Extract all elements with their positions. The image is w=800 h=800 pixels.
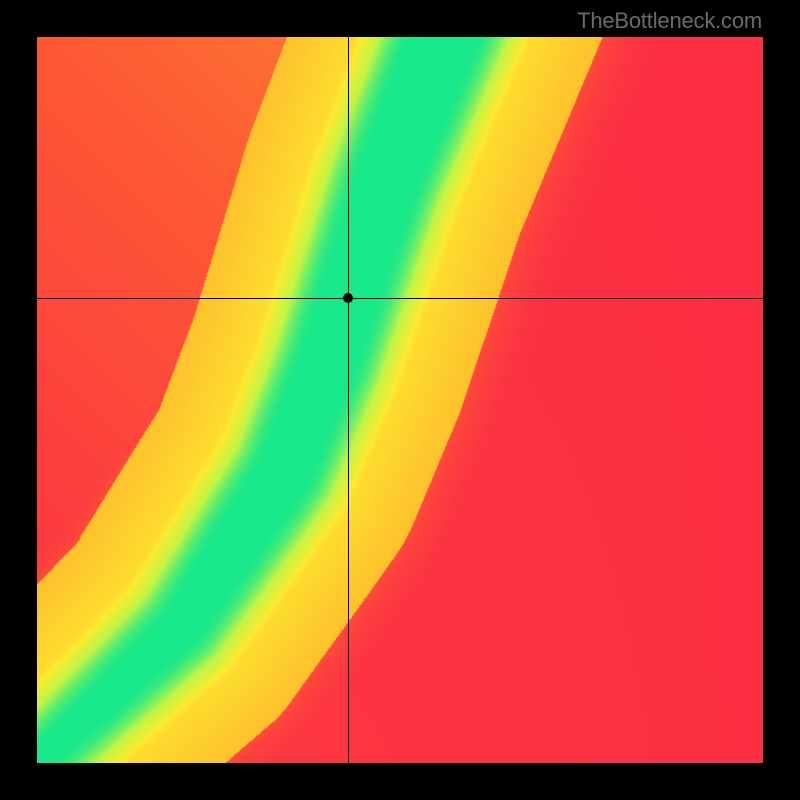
crosshair-marker (343, 293, 353, 303)
heatmap-chart (37, 37, 763, 763)
crosshair-horizontal (37, 298, 763, 299)
watermark: TheBottleneck.com (577, 8, 762, 34)
heatmap-canvas (37, 37, 763, 763)
crosshair-vertical (348, 37, 349, 763)
